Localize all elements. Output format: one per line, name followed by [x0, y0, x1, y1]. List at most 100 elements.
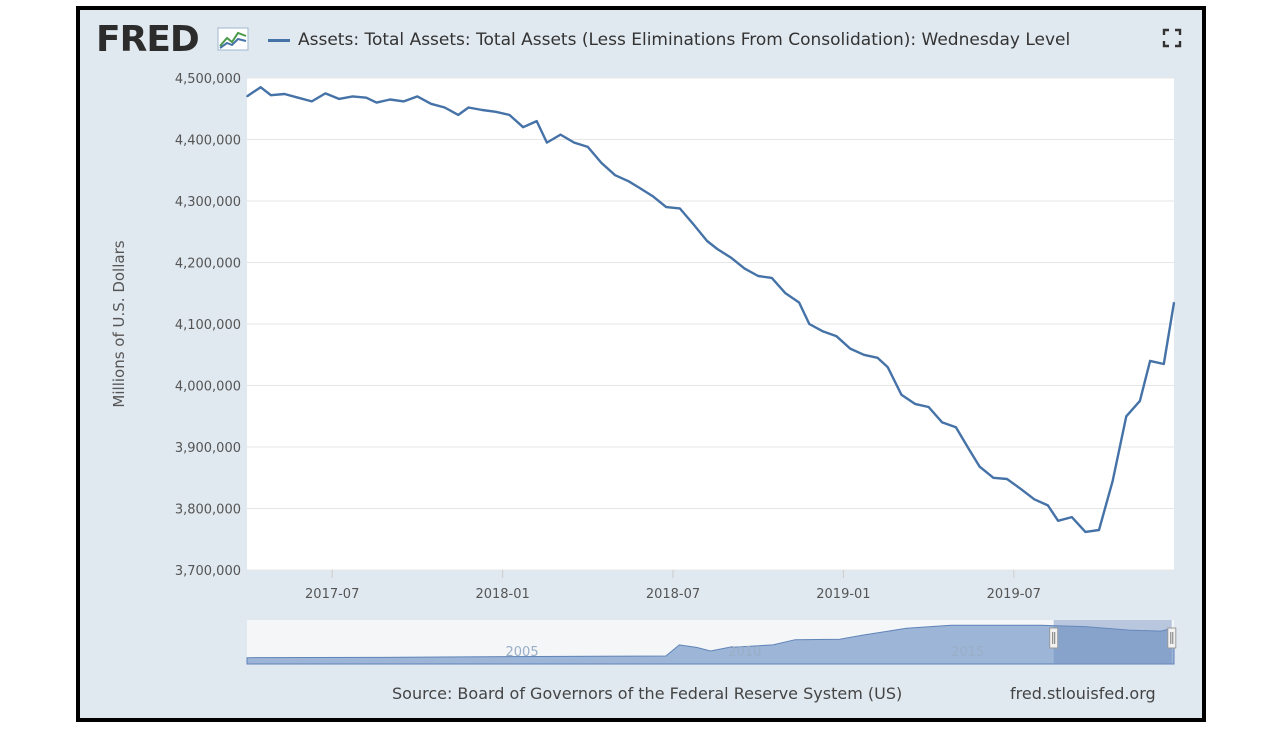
series-point: [467, 106, 470, 109]
navigator-handle[interactable]: [1049, 627, 1059, 649]
y-tick-label: 4,500,000: [175, 72, 241, 87]
y-tick-label: 4,100,000: [175, 318, 241, 333]
x-tick-label: 2018-07: [646, 587, 700, 602]
y-tick-label: 3,700,000: [175, 564, 241, 579]
series-point: [927, 406, 930, 408]
series-point: [900, 393, 903, 396]
series-point: [638, 186, 640, 189]
y-tick-label: 4,300,000: [175, 195, 241, 210]
series-point: [246, 95, 248, 98]
series-point: [351, 95, 354, 98]
navigator-year-label: 2005: [506, 645, 539, 660]
series-point: [324, 92, 327, 95]
series-point: [665, 206, 667, 208]
series-point: [1006, 478, 1008, 480]
series-point: [743, 267, 746, 270]
series-point: [978, 465, 981, 468]
series-point: [692, 223, 695, 226]
series-point: [297, 96, 299, 99]
series-point: [600, 162, 603, 164]
series-point: [822, 330, 824, 333]
navigator-year-labels: 2005 2010 2015: [506, 645, 985, 660]
series-point: [1047, 504, 1049, 507]
series-point: [559, 133, 562, 136]
x-axis-ticks: 2017-07 2018-01 2018-07 2019-01 2019-07: [305, 570, 1041, 602]
series-point: [914, 403, 916, 405]
series-point: [457, 114, 460, 116]
series-point: [1098, 529, 1100, 531]
y-axis-label: Millions of U.S. Dollars: [110, 240, 128, 407]
series-point: [338, 98, 340, 100]
series-point: [614, 174, 616, 176]
series-point: [283, 93, 286, 95]
series-point: [716, 248, 719, 250]
series-point: [1057, 520, 1059, 522]
series-point: [679, 207, 681, 210]
navigator[interactable]: 2005 2010 2015: [246, 620, 1177, 665]
series-point: [259, 86, 262, 88]
series-point: [430, 103, 432, 105]
series-point: [495, 111, 497, 113]
series-point: [757, 275, 759, 277]
series-point: [416, 95, 419, 98]
series-point: [1033, 498, 1036, 501]
series-legend[interactable]: Assets: Total Assets: Total Assets (Less…: [268, 28, 1070, 52]
series-point: [1084, 531, 1087, 533]
series-point: [1111, 480, 1114, 482]
series-point: [1173, 301, 1175, 304]
x-tick-label: 2018-01: [475, 587, 529, 602]
series-point: [1139, 400, 1141, 402]
series-point: [1163, 363, 1165, 365]
series-point: [808, 323, 811, 325]
series-point: [784, 292, 787, 295]
series-point: [1149, 360, 1151, 362]
navigator-year-label: 2015: [951, 645, 984, 660]
navigator-handle[interactable]: [1167, 627, 1177, 649]
series-line[interactable]: [246, 86, 1176, 534]
series-point: [587, 146, 589, 148]
series-point: [522, 126, 524, 128]
x-tick-label: 2019-07: [987, 587, 1041, 602]
chart: 3,700,000 3,800,000 3,900,000 4,000,000 4,10…: [110, 72, 1177, 665]
navigator-handles[interactable]: [1049, 627, 1177, 649]
grid-lines: [247, 77, 1174, 571]
legend-swatch: [268, 38, 290, 42]
series-point: [443, 106, 446, 109]
series-points: [246, 86, 1175, 533]
series-point: [1071, 516, 1073, 518]
series-point: [771, 277, 773, 279]
series-point: [508, 114, 511, 116]
fred-chart-logo-icon: [217, 27, 249, 51]
chart-frame: FRED Assets: Total Assets: Total Assets …: [76, 6, 1206, 722]
series-point: [535, 120, 538, 122]
series-point: [546, 141, 548, 144]
series-point: [706, 240, 708, 242]
y-tick-label: 3,800,000: [175, 503, 241, 518]
series-point: [627, 180, 630, 183]
series-point: [389, 98, 391, 101]
navigator-year-label: 2010: [728, 645, 761, 660]
series-point: [403, 100, 405, 103]
series-point: [992, 477, 995, 479]
series-point: [886, 366, 889, 368]
legend-label: Assets: Total Assets: Total Assets (Less…: [298, 30, 1071, 50]
source-note: Source: Board of Governors of the Federa…: [392, 684, 903, 703]
series-point: [481, 109, 484, 111]
fred-logo[interactable]: FRED: [96, 19, 200, 60]
series-point: [798, 301, 800, 304]
y-axis-ticks: 3,700,000 3,800,000 3,900,000 4,000,000 4,10…: [175, 72, 241, 579]
series-point: [955, 426, 957, 429]
site-link[interactable]: fred.stlouisfed.org: [1010, 684, 1156, 703]
x-tick-label: 2017-07: [305, 587, 359, 602]
series-point: [311, 100, 313, 103]
navigator-selected-range[interactable]: [1053, 620, 1172, 664]
navigator-area: [246, 624, 1175, 665]
series-point: [270, 94, 272, 96]
y-tick-label: 4,000,000: [175, 380, 241, 395]
series-point: [365, 96, 368, 99]
series-point: [375, 101, 378, 104]
fullscreen-icon[interactable]: [1162, 28, 1182, 48]
series-point: [651, 195, 654, 197]
series-point: [730, 256, 732, 259]
series-point: [835, 335, 838, 338]
